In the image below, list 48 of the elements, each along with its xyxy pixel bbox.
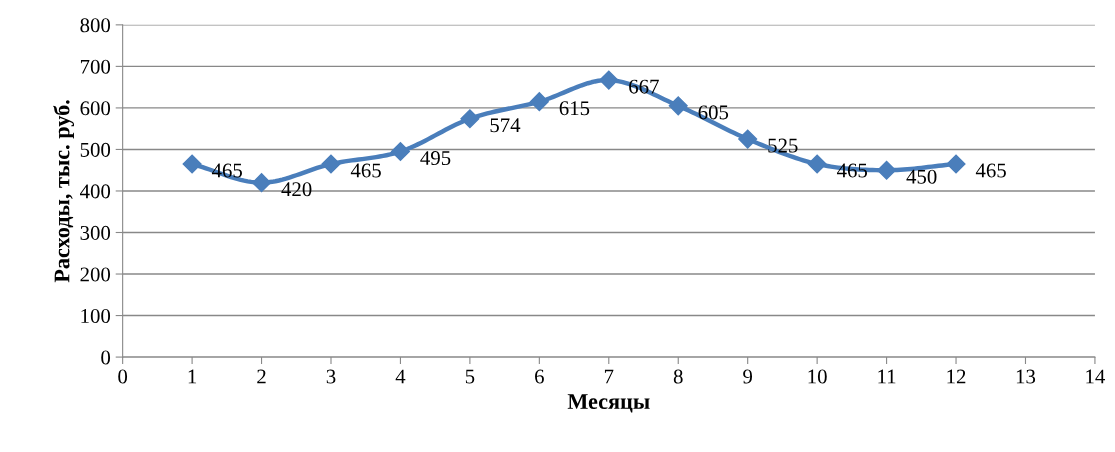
data-label: 465 xyxy=(350,163,381,178)
point xyxy=(390,141,410,162)
y-tick-label: 800 xyxy=(80,18,111,33)
x-tick-label: 14 xyxy=(1086,369,1106,384)
x-tick-label: 12 xyxy=(947,369,966,384)
y-tick-label: 300 xyxy=(80,225,111,240)
data-label: 605 xyxy=(698,105,729,120)
point xyxy=(738,129,758,149)
x-tick-label: 4 xyxy=(395,369,406,384)
point xyxy=(252,173,272,193)
point xyxy=(460,109,480,129)
x-tick-label: 7 xyxy=(604,369,614,384)
y-axis-title: Расходы, тыс. руб. xyxy=(53,100,75,283)
x-tick-label: 13 xyxy=(1016,369,1036,384)
data-label: 465 xyxy=(836,163,868,178)
y-tick-label: 0 xyxy=(101,350,111,365)
point xyxy=(946,154,966,174)
x-tick-label: 6 xyxy=(535,369,544,384)
point xyxy=(182,154,202,174)
x-tick-label: 2 xyxy=(257,369,266,384)
point xyxy=(668,96,688,116)
y-tick-label: 600 xyxy=(80,101,111,116)
y-tick-label: 400 xyxy=(80,184,111,199)
x-tick-label: 0 xyxy=(118,369,128,384)
point xyxy=(321,154,341,174)
x-axis-title: Месяцы xyxy=(567,394,650,413)
data-label: 615 xyxy=(559,101,590,116)
data-label: 450 xyxy=(906,169,937,184)
x-tick-label: 1 xyxy=(188,369,197,384)
point xyxy=(529,92,549,112)
point xyxy=(807,154,827,174)
y-tick-label: 700 xyxy=(80,59,111,74)
x-tick-label: 5 xyxy=(465,369,475,384)
x-tick-label: 10 xyxy=(808,369,827,384)
x-tick-label: 9 xyxy=(743,369,753,384)
y-tick-label: 500 xyxy=(80,142,111,157)
data-label: 525 xyxy=(768,138,798,153)
y-tick-label: 100 xyxy=(81,308,111,323)
x-tick-label: 3 xyxy=(326,369,336,384)
data-label: 574 xyxy=(490,118,521,133)
data-label: 495 xyxy=(420,151,451,166)
data-label: 465 xyxy=(975,163,1006,178)
x-tick-label: 11 xyxy=(878,369,896,384)
y-tick-label: 200 xyxy=(80,267,111,282)
data-label: 420 xyxy=(281,182,312,197)
point xyxy=(599,70,619,90)
point xyxy=(877,160,897,180)
x-tick-label: 8 xyxy=(673,369,683,384)
